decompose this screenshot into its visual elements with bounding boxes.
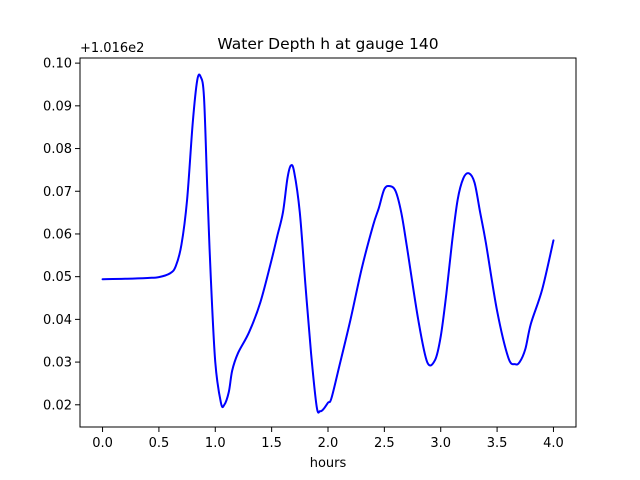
x-tick-label: 0.5	[149, 436, 170, 451]
x-tick-label: 2.0	[318, 436, 339, 451]
x-tick-label: 0.0	[92, 436, 113, 451]
plot-background	[80, 58, 576, 427]
y-offset-label: +1.016e2	[80, 41, 144, 56]
y-tick-label: 0.08	[43, 142, 72, 157]
x-tick-label: 1.0	[205, 436, 226, 451]
y-tick-label: 0.03	[43, 356, 72, 371]
x-axis: 0.0 0.5 1.0 1.5 2.0 2.5 3.0 3.5 4.0	[92, 427, 564, 451]
y-tick-label: 0.07	[43, 185, 72, 200]
y-tick-label: 0.02	[43, 398, 72, 413]
y-tick-label: 0.10	[43, 57, 72, 72]
y-tick-label: 0.09	[43, 99, 72, 114]
y-tick-label: 0.04	[43, 313, 72, 328]
x-tick-label: 3.5	[487, 436, 508, 451]
y-tick-label: 0.06	[43, 227, 72, 242]
x-tick-label: 3.0	[430, 436, 451, 451]
x-tick-label: 1.5	[261, 436, 282, 451]
series-line	[101, 73, 555, 414]
x-axis-label: hours	[310, 456, 347, 471]
y-tick-label: 0.05	[43, 270, 72, 285]
chart-title: Water Depth h at gauge 140	[217, 35, 438, 53]
x-tick-label: 2.5	[374, 436, 395, 451]
plot-area	[79, 57, 577, 428]
x-tick-label: 4.0	[543, 436, 564, 451]
y-axis: 0.02 0.03 0.04 0.05 0.06 0.07 0.08 0.09 0.10	[43, 57, 80, 413]
